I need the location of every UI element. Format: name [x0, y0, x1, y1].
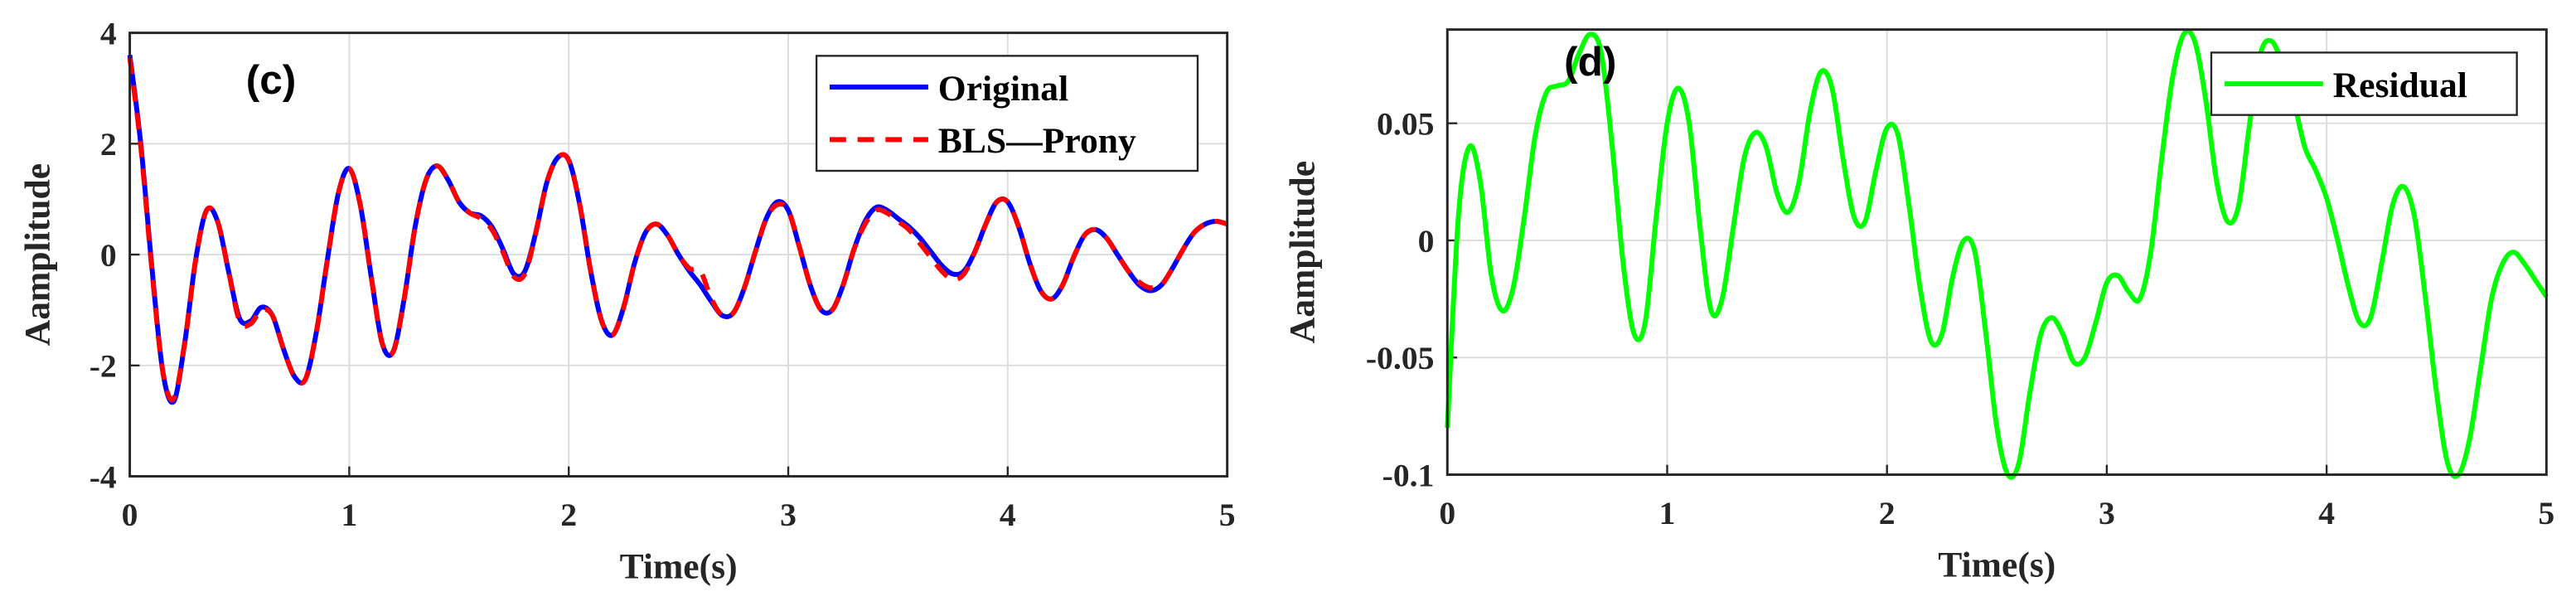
x-axis-label: Time(s): [1938, 545, 2055, 584]
y-tick-label: 0.05: [1377, 106, 1434, 143]
data-line: [127, 55, 1228, 405]
panel-label: (c): [246, 57, 297, 103]
x-tick-label: 1: [1659, 495, 1676, 531]
x-tick-label: 5: [1219, 497, 1236, 533]
legend-label: Residual: [2333, 65, 2467, 105]
y-tick-label: -0.1: [1382, 457, 1435, 493]
x-tick-label: 4: [1000, 497, 1016, 533]
y-tick-label: -4: [90, 458, 117, 495]
y-axis-label: Aamplitude: [17, 163, 57, 346]
y-tick-label: 2: [100, 126, 117, 162]
legend-label: BLS—Prony: [938, 121, 1136, 161]
y-tick-label: 0: [1418, 223, 1435, 259]
axes-box: [1445, 28, 2548, 477]
x-tick-label: 5: [2538, 495, 2554, 531]
panel-label: (d): [1564, 39, 1616, 85]
x-tick-label: 2: [560, 497, 577, 533]
x-tick-label: 2: [1879, 495, 1896, 531]
legend-label: Original: [938, 69, 1068, 109]
x-tick-label: 3: [780, 497, 797, 533]
x-axis-label: Time(s): [620, 546, 738, 586]
legend-box: [815, 55, 1199, 172]
y-tick-label: -2: [90, 348, 117, 385]
x-tick-label: 0: [122, 497, 138, 533]
x-tick-label: 3: [2099, 495, 2115, 531]
x-tick-label: 4: [2318, 495, 2335, 531]
x-tick-label: 0: [1439, 495, 1455, 531]
axes-box: [128, 32, 1229, 478]
x-tick-label: 1: [341, 497, 357, 533]
y-axis-label: Aamplitude: [1283, 161, 1323, 343]
y-tick-label: 0: [100, 237, 117, 274]
data-line: [1445, 28, 2549, 480]
y-tick-label: 4: [100, 16, 117, 52]
y-tick-label: -0.05: [1366, 340, 1435, 376]
